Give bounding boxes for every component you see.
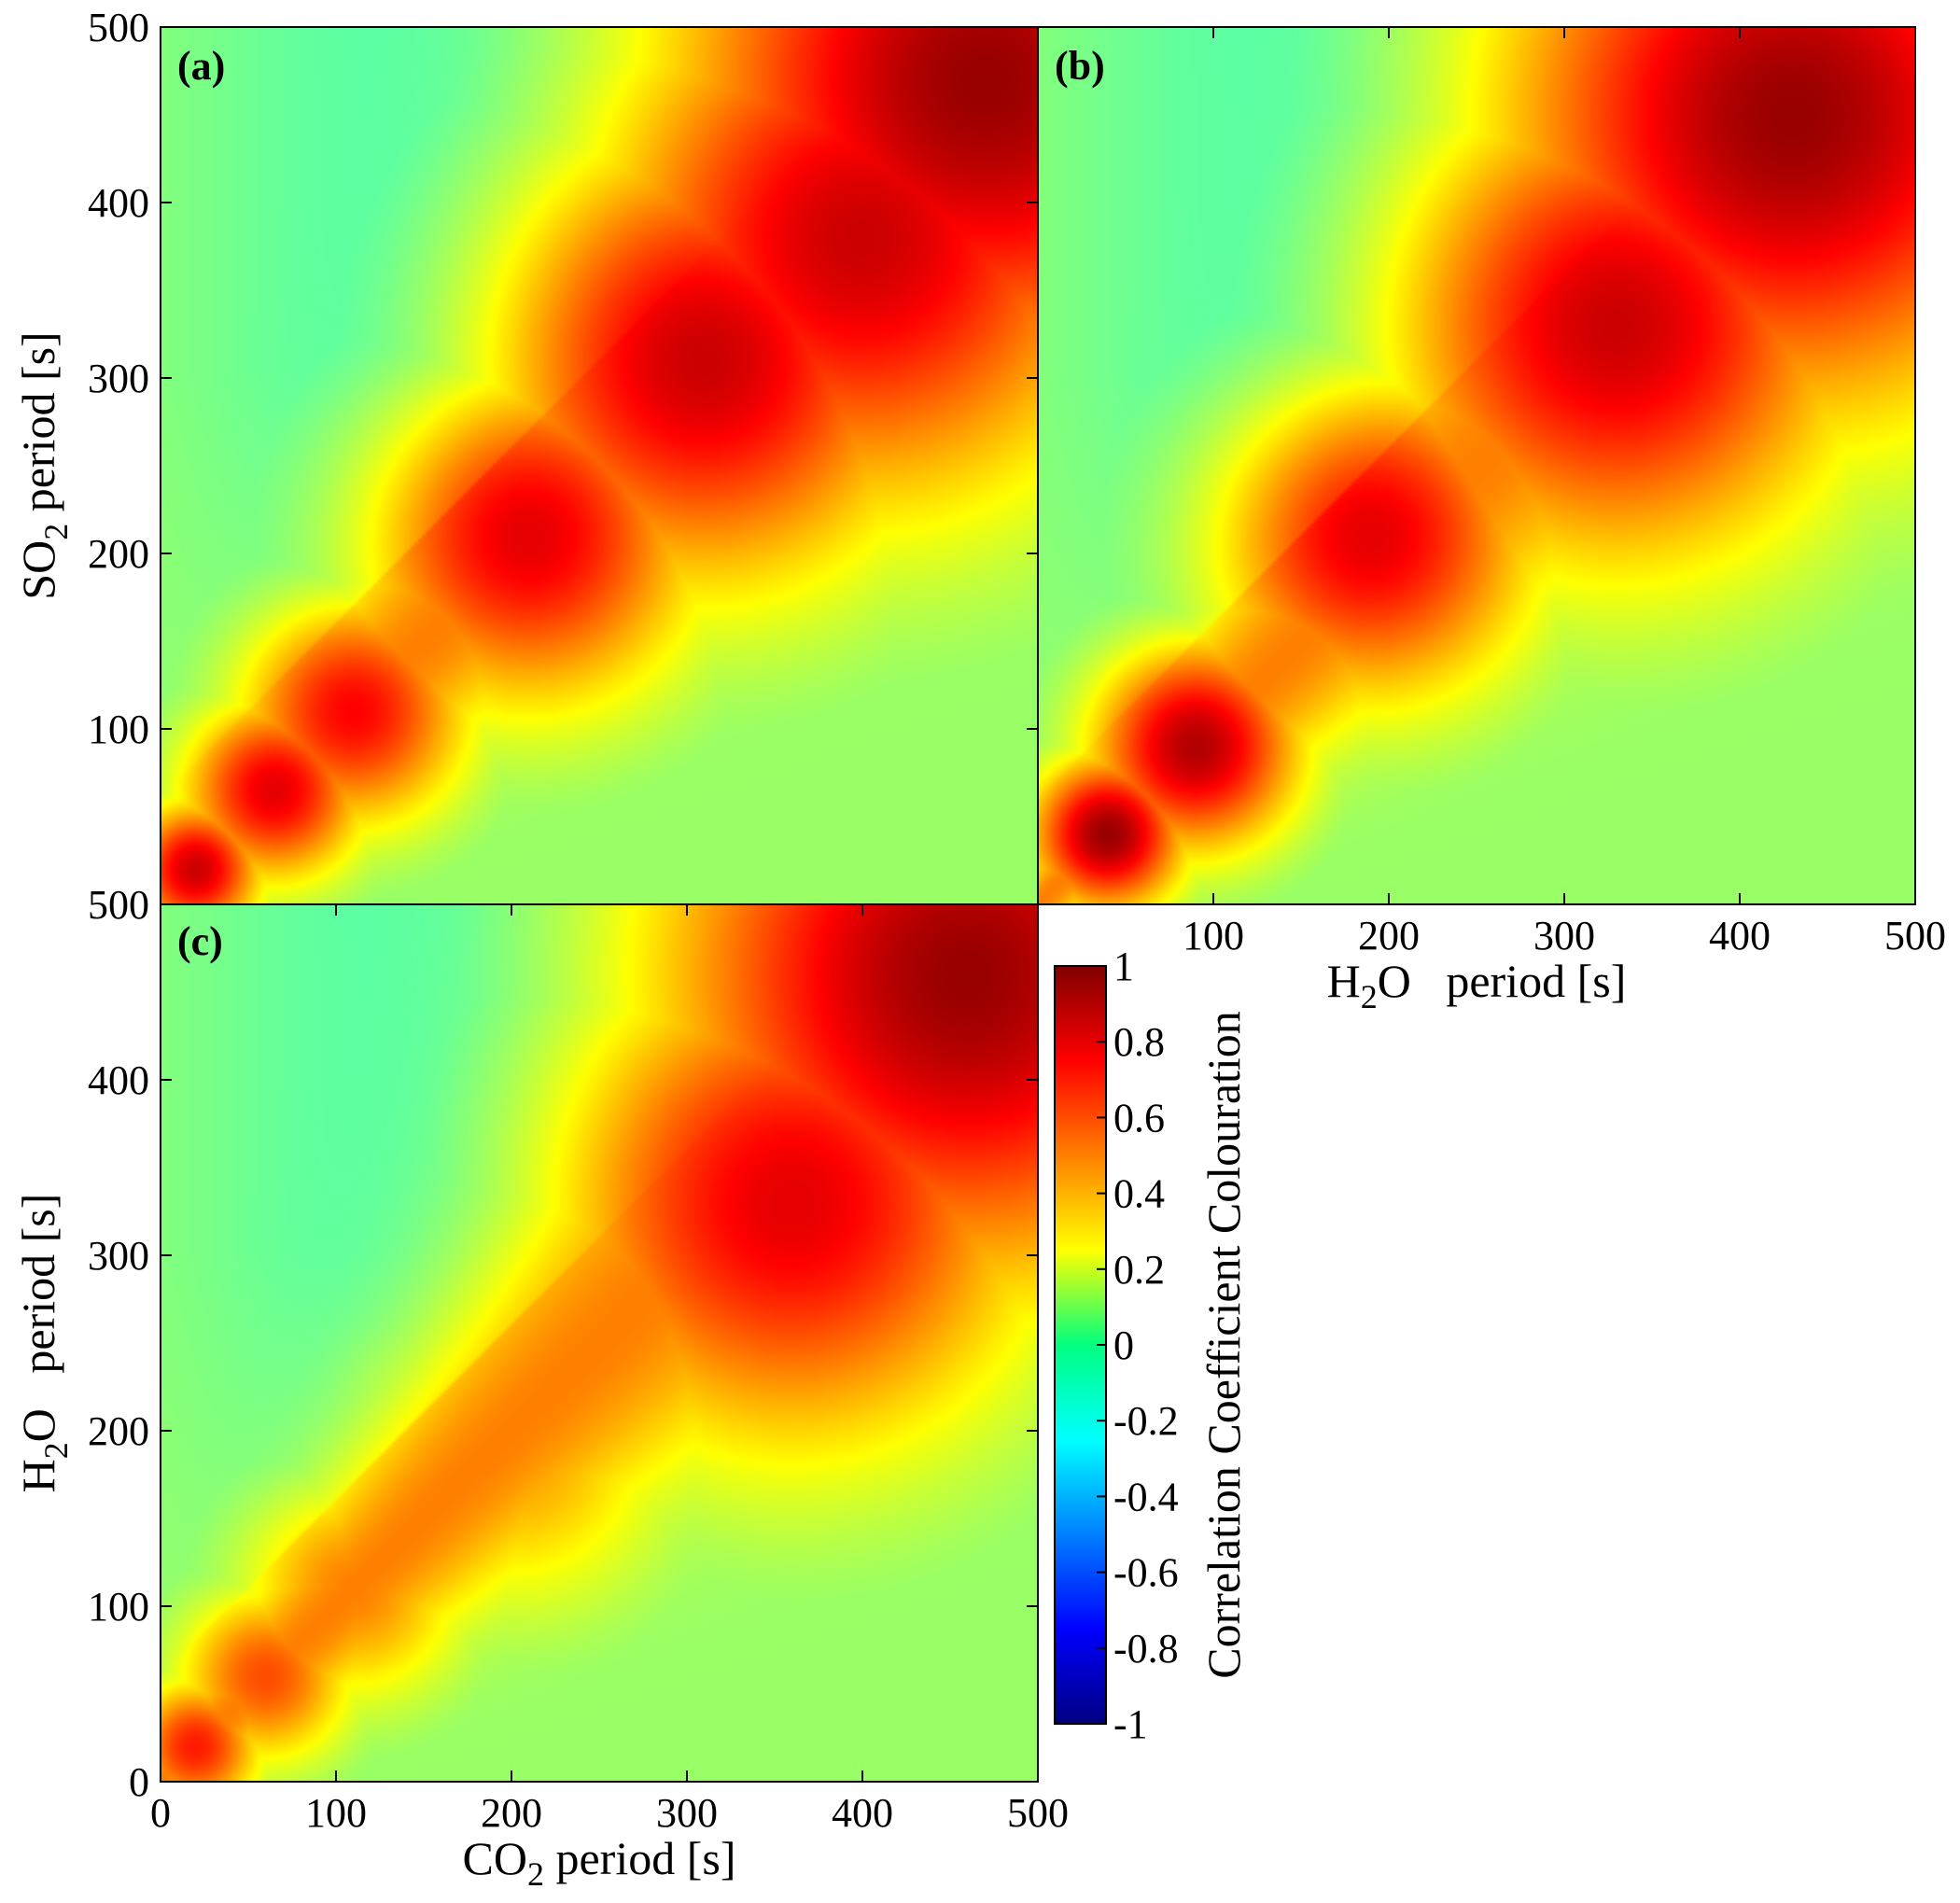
panel-a-y-axis-label-sub: 2 — [37, 524, 75, 540]
colorbar-tick-label: 1 — [1113, 944, 1134, 989]
panel-b-x-tick-label: 400 — [1709, 913, 1771, 958]
panel-b-x-axis-label: H2O period [s] — [1327, 955, 1627, 1015]
panel-a-y-tick-label: 300 — [88, 356, 149, 401]
panel-c-y-tick-label: 500 — [88, 882, 149, 928]
panel-c-heatmap — [161, 904, 1038, 1782]
colorbar-tick-label: -0.4 — [1113, 1474, 1179, 1519]
colorbar-tick-label: 0.2 — [1113, 1247, 1165, 1293]
panel-c-x-tick-label: 100 — [305, 1790, 367, 1836]
panel-a-y-tick-label: 200 — [88, 531, 149, 577]
colorbar: 1 0.8 0.6 0.4 0.2 0 -0.2 -0.4 -0.6 -0.8 -1 Correla… — [1054, 944, 1250, 1747]
panel-c-y-axis-label-sub: 2 — [37, 1442, 75, 1459]
panel-a-y-tick-label: 100 — [88, 707, 149, 752]
panel-b-x-ticks: 100 200 300 400 500 — [1183, 27, 1946, 958]
panel-c-x-tick-label: 300 — [656, 1790, 718, 1836]
colorbar-tick-label: -0.6 — [1113, 1550, 1179, 1596]
panel-a-y-axis-label: SO2 period [s] — [12, 331, 75, 599]
panel-b-x-tick-label: 100 — [1183, 913, 1244, 958]
colorbar-label: Correlation Coefficient Colouration — [1197, 1011, 1250, 1679]
panel-a-y-tick-label: 500 — [88, 5, 149, 50]
panel-c-x-axis-label: CO2 period [s] — [463, 1832, 736, 1893]
panel-c-y-ticks: 500 400 300 200 100 0 — [88, 882, 1038, 1805]
panel-a-y-tick-label: 400 — [88, 180, 149, 226]
panel-a-heatmap — [161, 27, 1038, 904]
panel-c-x-axis-label-sub: 2 — [527, 1855, 544, 1893]
colorbar-tick-label: 0.4 — [1113, 1171, 1165, 1217]
panel-c-y-tick-label: 200 — [88, 1408, 149, 1454]
panel-c-x-tick-label: 500 — [1007, 1790, 1069, 1836]
panel-c-y-tick-label: 300 — [88, 1233, 149, 1279]
panel-c-y-axis-label: H2O period [s] — [12, 1194, 75, 1493]
panel-b-label: (b) — [1055, 43, 1105, 89]
panel-c-x-axis-label-rest: period [s] — [544, 1832, 736, 1884]
panel-c-border — [160, 903, 1039, 1783]
panel-c-x-tick-label: 0 — [150, 1790, 171, 1836]
panel-b-border — [1037, 26, 1916, 905]
panel-a-y-axis-label-main: SO — [12, 540, 64, 600]
panel-b-x-axis-label-sub: 2 — [1361, 978, 1378, 1015]
colorbar-tick-label: 0.6 — [1113, 1095, 1165, 1140]
colorbar-ticks: 1 0.8 0.6 0.4 0.2 0 -0.2 -0.4 -0.6 -0.8 -1 — [1097, 944, 1179, 1747]
panel-a-label: (a) — [177, 43, 225, 89]
panel-b-heatmap — [1038, 27, 1915, 904]
panel-a-canvas-frame — [160, 26, 1039, 905]
panel-b-x-axis-label-main: H — [1327, 955, 1361, 1007]
panel-a: (a) 500 400 300 200 100 SO2 period [s] — [12, 5, 1039, 905]
panel-b: (b) 100 200 300 400 500 H2O period [s] — [1037, 26, 1946, 1015]
colorbar-tick-label: 0 — [1113, 1322, 1134, 1368]
panel-c-x-axis-label-main: CO — [463, 1832, 527, 1884]
panel-c-label: (c) — [177, 918, 223, 964]
colorbar-tick-label: -1 — [1113, 1701, 1148, 1747]
panel-b-x-tick-label: 500 — [1884, 913, 1946, 958]
colorbar-tick-label: 0.8 — [1113, 1019, 1165, 1065]
panel-c-y-axis-label-main: H — [12, 1459, 64, 1492]
panel-c-y-tick-label: 0 — [129, 1759, 149, 1805]
panel-a-y-axis-label-rest: period [s] — [12, 331, 64, 524]
panel-c-y-tick-label: 400 — [88, 1057, 149, 1103]
panel-c-y-axis-label-rest: O period [s] — [12, 1194, 64, 1443]
panel-c-x-tick-label: 200 — [481, 1790, 542, 1836]
panel-c-x-tick-label: 400 — [832, 1790, 893, 1836]
panel-b-x-axis-label-rest: O period [s] — [1378, 955, 1627, 1007]
panel-b-x-tick-label: 300 — [1533, 913, 1595, 958]
panel-c-y-tick-label: 100 — [88, 1584, 149, 1630]
colorbar-tick-label: -0.8 — [1113, 1626, 1179, 1672]
colorbar-tick-label: -0.2 — [1113, 1398, 1179, 1444]
panel-b-x-tick-label: 200 — [1358, 913, 1420, 958]
panel-a-y-ticks: 500 400 300 200 100 — [88, 5, 1038, 752]
panel-c-x-ticks: 0 100 200 300 400 500 — [150, 904, 1069, 1836]
